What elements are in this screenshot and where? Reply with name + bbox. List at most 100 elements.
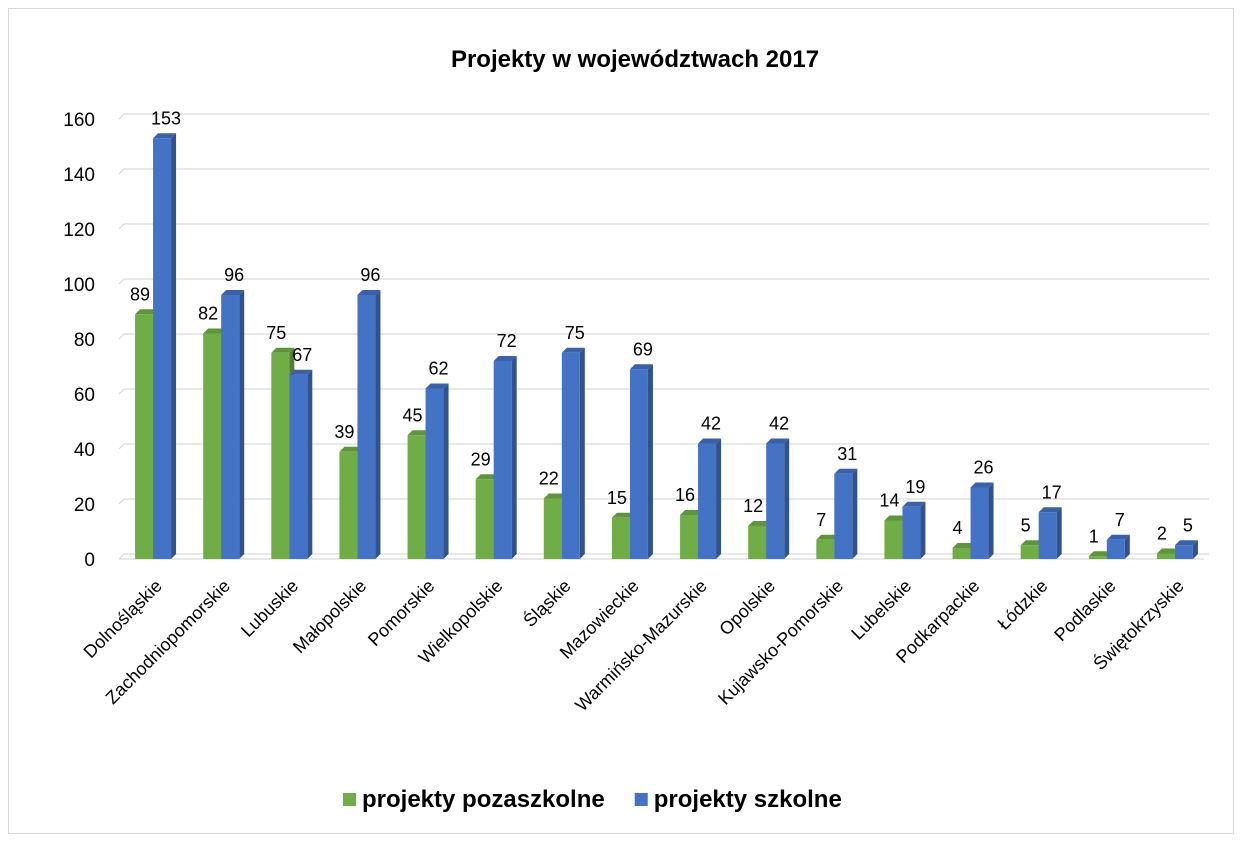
bar-front bbox=[357, 295, 376, 559]
bar-side bbox=[647, 364, 653, 559]
bar-front bbox=[970, 487, 989, 559]
legend-swatch bbox=[343, 793, 356, 806]
bar-top bbox=[561, 347, 585, 353]
legend: projekty pozaszkolne projekty szkolne bbox=[343, 786, 842, 813]
data-label: 7 bbox=[816, 510, 826, 530]
data-label: 69 bbox=[633, 339, 653, 359]
bar bbox=[834, 468, 858, 559]
data-label: 22 bbox=[539, 469, 559, 489]
bar-top bbox=[271, 347, 295, 353]
x-tick-label: Lubelskie bbox=[847, 576, 915, 644]
data-label: 19 bbox=[905, 477, 925, 497]
bar-front bbox=[1174, 545, 1193, 559]
data-label: 82 bbox=[198, 304, 218, 324]
data-label: 7 bbox=[1115, 510, 1125, 530]
bar-top bbox=[952, 543, 976, 548]
y-tick-label: 140 bbox=[63, 165, 95, 186]
bar-top bbox=[1156, 548, 1180, 554]
bar-front bbox=[834, 473, 853, 559]
bar-front bbox=[1088, 556, 1107, 559]
bar-front bbox=[493, 361, 512, 559]
gridline-edge bbox=[118, 278, 125, 285]
bar bbox=[493, 356, 517, 559]
bar bbox=[902, 501, 926, 559]
chart-title: Projekty w województwach 2017 bbox=[451, 46, 819, 73]
bar-top bbox=[357, 290, 381, 295]
bars bbox=[135, 133, 1198, 559]
bar-front bbox=[748, 526, 767, 559]
bar-side bbox=[784, 438, 790, 559]
data-labels: 8915382967567399645622972227515691642124… bbox=[130, 108, 1193, 546]
bar-front bbox=[271, 352, 290, 559]
bar-side bbox=[375, 290, 381, 559]
bar-front bbox=[698, 443, 717, 559]
bar bbox=[357, 290, 381, 559]
data-label: 1 bbox=[1089, 526, 1099, 546]
bar-chart: Projekty w województwach 2017 0 20 40 60 80 1… bbox=[63, 46, 1209, 813]
y-tick-label: 100 bbox=[63, 275, 95, 296]
data-label: 45 bbox=[403, 405, 423, 425]
x-tick-label: Podlaskie bbox=[1050, 576, 1119, 645]
bar-front bbox=[816, 539, 835, 559]
data-label: 15 bbox=[607, 488, 627, 508]
data-label: 72 bbox=[497, 331, 517, 351]
gridline-edge bbox=[118, 498, 125, 505]
x-tick-label: Pomorskie bbox=[364, 576, 438, 650]
bar-top bbox=[221, 290, 245, 295]
gridline-edge bbox=[118, 443, 125, 450]
bar-top bbox=[1174, 540, 1198, 546]
data-label: 153 bbox=[151, 108, 181, 128]
data-label: 4 bbox=[953, 518, 963, 538]
bar-front bbox=[611, 517, 630, 559]
y-tick-label: 120 bbox=[63, 220, 95, 241]
bar-top bbox=[816, 534, 840, 540]
x-tick-label: Małopolskie bbox=[289, 576, 370, 657]
x-tick-label: Kujawsko-Pomorskie bbox=[714, 576, 847, 709]
legend-label: projekty szkolne bbox=[654, 786, 842, 813]
bar bbox=[1038, 507, 1062, 559]
data-label: 67 bbox=[292, 345, 312, 365]
gridline-edge bbox=[118, 223, 125, 230]
bar-front bbox=[902, 506, 921, 559]
data-label: 17 bbox=[1042, 482, 1062, 502]
bar-side bbox=[1056, 507, 1062, 559]
bar bbox=[153, 133, 177, 559]
bar-side bbox=[988, 482, 994, 559]
bar-side bbox=[307, 369, 313, 559]
x-tick-label: Lubuskie bbox=[237, 576, 302, 641]
bar-front bbox=[289, 374, 308, 559]
bar bbox=[425, 383, 449, 559]
bar-top bbox=[475, 474, 499, 480]
data-label: 2 bbox=[1157, 524, 1167, 544]
y-tick-label: 40 bbox=[74, 440, 95, 461]
bar-front bbox=[135, 314, 154, 559]
bar-front bbox=[766, 443, 785, 559]
bar-top bbox=[135, 309, 159, 315]
bar-front bbox=[475, 479, 494, 559]
legend-swatch bbox=[634, 793, 648, 806]
data-label: 26 bbox=[974, 458, 994, 478]
bar-front bbox=[1038, 512, 1057, 559]
bar-front bbox=[680, 515, 699, 559]
bar-front bbox=[884, 520, 903, 559]
bar-side bbox=[579, 347, 585, 559]
bar-front bbox=[1156, 553, 1175, 559]
bar-side bbox=[1124, 534, 1130, 559]
gridline-edge bbox=[118, 333, 125, 340]
data-label: 12 bbox=[743, 496, 763, 516]
bar-side bbox=[852, 468, 858, 559]
bar-side bbox=[239, 290, 245, 559]
bar-top bbox=[493, 356, 517, 361]
data-label: 14 bbox=[879, 491, 899, 511]
bar-top bbox=[425, 383, 449, 389]
data-label: 39 bbox=[334, 422, 354, 442]
bar bbox=[1174, 540, 1198, 559]
bar bbox=[289, 369, 313, 559]
gridline-edge bbox=[118, 168, 125, 175]
x-tick-label: Łódzkie bbox=[994, 576, 1052, 634]
bar-top bbox=[289, 369, 313, 375]
bar-front bbox=[221, 295, 240, 559]
bar-front bbox=[407, 435, 426, 559]
bar-top bbox=[766, 438, 790, 444]
